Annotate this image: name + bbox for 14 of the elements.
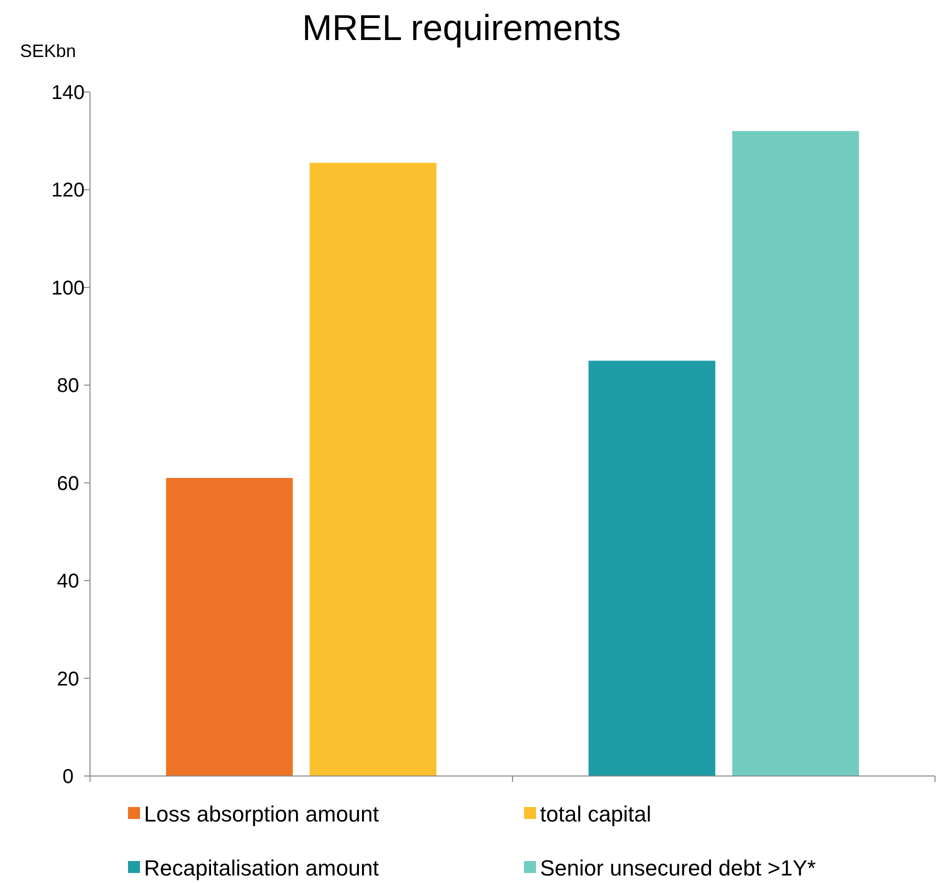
y-tick-label: 80	[56, 375, 80, 398]
y-tick-label: 40	[56, 570, 80, 593]
y-tick-label: 120	[51, 180, 85, 202]
legend-label: Recapitalisation amount	[144, 856, 379, 881]
legend-label: total capital	[540, 802, 652, 827]
legend-label: Loss absorption amount	[144, 802, 379, 827]
y-tick-label: 0	[62, 766, 74, 788]
y-tick-label: 140	[51, 82, 85, 104]
y-tick-label: 20	[56, 668, 80, 690]
y-axis-title: SEKbn	[20, 41, 76, 61]
y-tick-label: 100	[51, 277, 85, 300]
y-tick-label: 60	[56, 472, 80, 495]
legend-label: Senior unsecured debt >1Y*	[540, 856, 816, 881]
chart-title: MREL requirements	[302, 7, 621, 48]
